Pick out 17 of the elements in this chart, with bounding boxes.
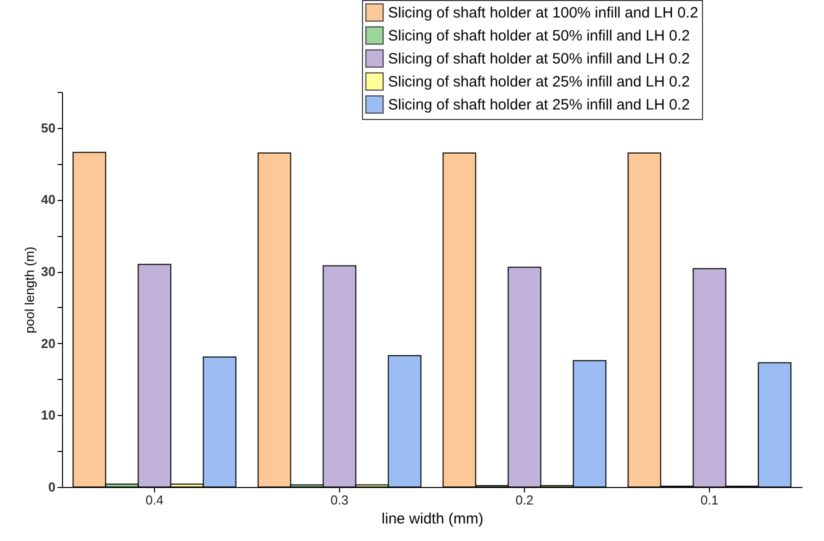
legend-label: Slicing of shaft holder at 100% infill and LH 0.2 — [388, 4, 698, 22]
y-tick-label: 40 — [41, 192, 56, 208]
x-tick-label: 0.2 — [515, 492, 534, 508]
legend-label: Slicing of shaft holder at 50% infill and LH 0.2 — [388, 50, 690, 68]
y-tick-label: 50 — [41, 120, 56, 136]
legend-label: Slicing of shaft holder at 50% infill and LH 0.2 — [388, 28, 690, 44]
y-tick-label: 30 — [41, 264, 56, 280]
legend-label: Slicing of shaft holder at 25% infill and LH 0.2 — [388, 96, 690, 114]
x-tick-label: 0.1 — [700, 492, 719, 508]
legend-label: Slicing of shaft holder at 25% infill and LH 0.2 — [388, 74, 690, 90]
y-tick-label: 20 — [41, 336, 56, 351]
y-tick-label: 0 — [48, 480, 56, 494]
x-tick-label: 0.4 — [145, 492, 164, 508]
y-axis-title: pool length (m) — [22, 246, 38, 334]
x-axis-title: line width (mm) — [382, 510, 484, 528]
x-tick-label: 0.3 — [330, 492, 349, 508]
y-tick-label: 10 — [41, 408, 56, 423]
